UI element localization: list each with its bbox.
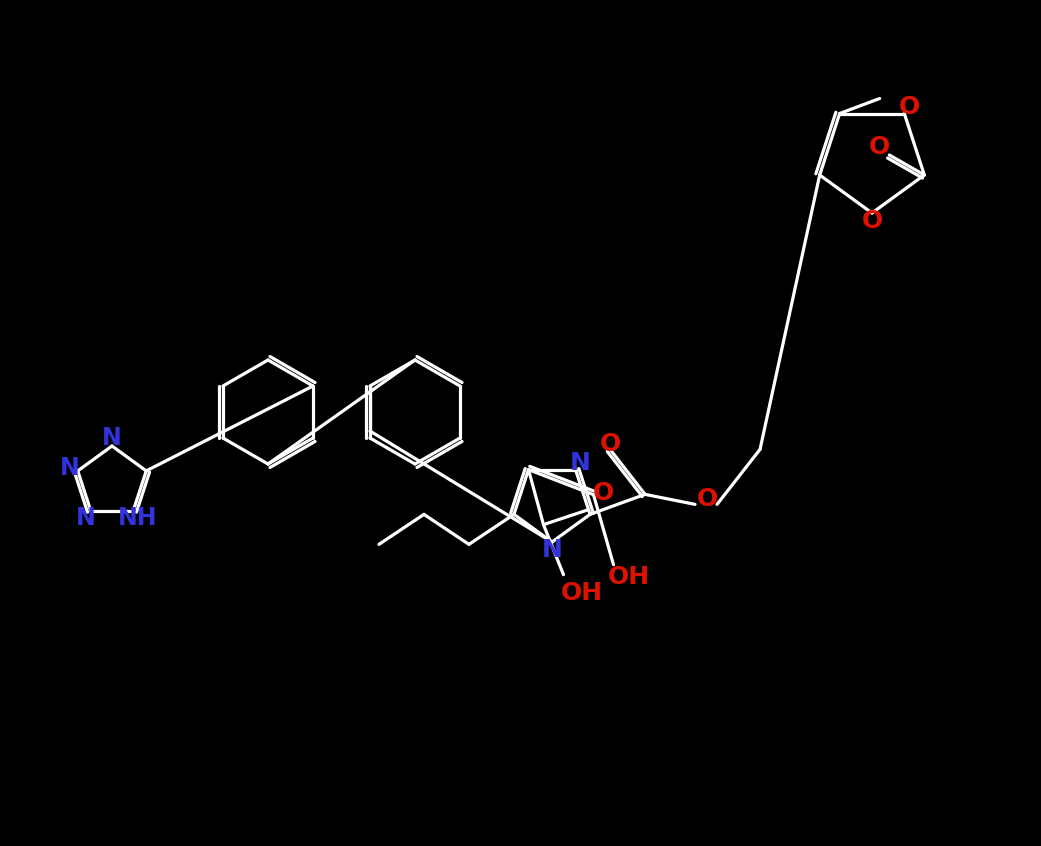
Text: O: O (600, 432, 620, 456)
Text: O: O (898, 95, 919, 119)
Text: O: O (861, 209, 883, 233)
Text: N: N (76, 506, 96, 530)
Text: OH: OH (560, 580, 603, 605)
Text: O: O (696, 487, 717, 511)
Text: N: N (102, 426, 122, 450)
Text: N: N (569, 451, 590, 475)
Text: NH: NH (118, 506, 157, 530)
Text: N: N (60, 456, 80, 481)
Text: OH: OH (608, 564, 650, 589)
Text: O: O (593, 481, 614, 505)
Text: O: O (868, 135, 890, 159)
Text: N: N (541, 538, 562, 562)
